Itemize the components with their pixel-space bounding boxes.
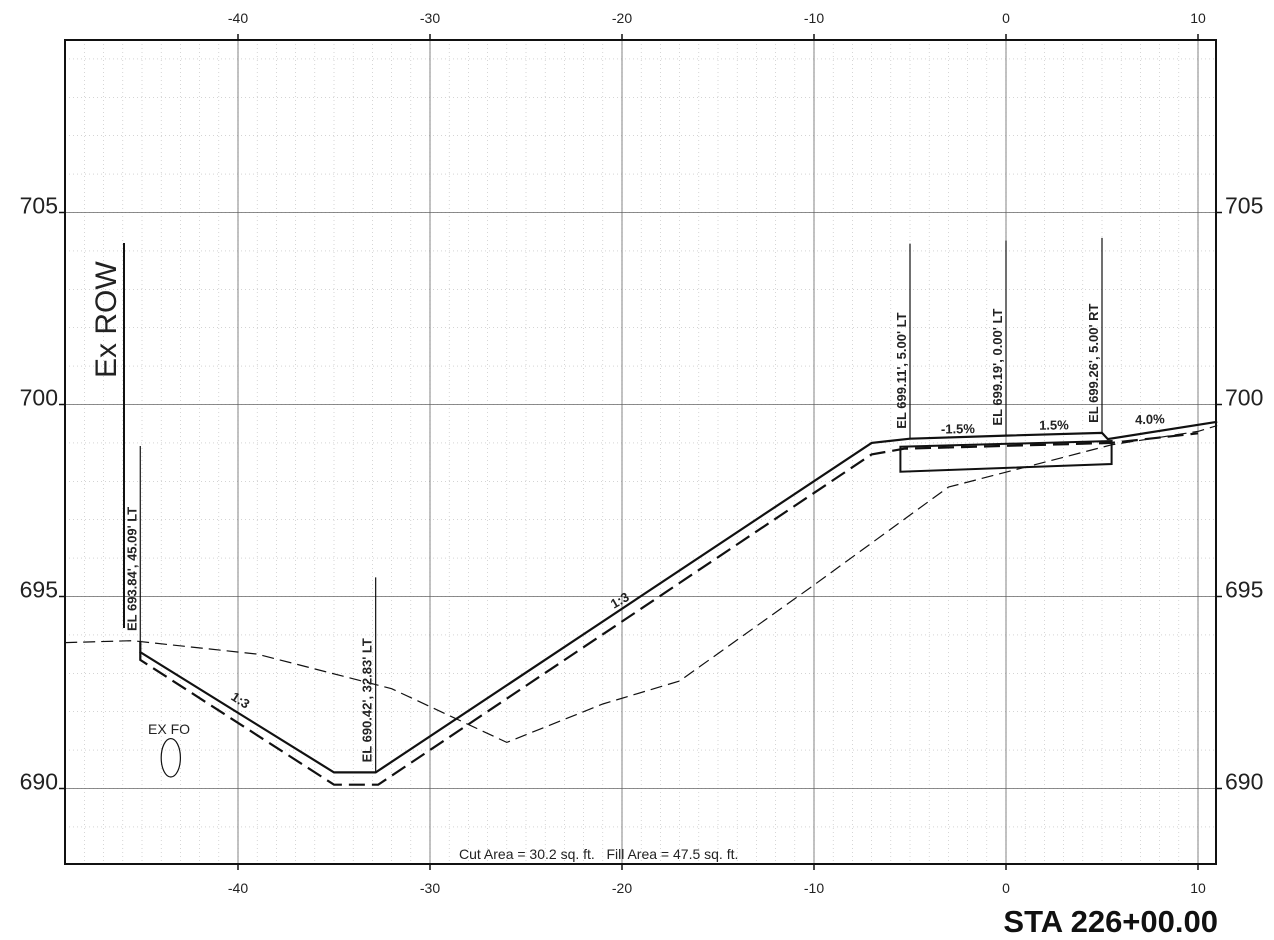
x-tick-label-top: 0: [1002, 10, 1010, 26]
x-tick-label-bottom: -20: [612, 880, 632, 896]
ex-fo-ellipse: [160, 737, 181, 778]
x-tick-label-top: -20: [612, 10, 632, 26]
x-tick-label-bottom: -10: [804, 880, 824, 896]
existing-ground-line: [65, 425, 1218, 744]
ex-row-label: Ex ROW: [90, 261, 123, 378]
elevation-callout: EL 699.11', 5.00' LT: [894, 312, 909, 428]
elevation-callout: EL 690.42', 32.83' LT: [360, 638, 375, 762]
x-tick-label-top: -10: [804, 10, 824, 26]
y-tick-label-left: 705: [20, 193, 58, 219]
slope-label: 1.5%: [1039, 417, 1069, 433]
slope-label: 4.0%: [1135, 411, 1166, 427]
y-tick-label-left: 695: [20, 577, 58, 603]
x-tick-label-bottom: -40: [228, 880, 248, 896]
x-tick-label-top: 10: [1190, 10, 1206, 26]
y-tick-label-right: 695: [1225, 577, 1263, 603]
y-tick-label-left: 700: [20, 385, 58, 411]
pavement-section-box: [899, 439, 1113, 473]
elevation-callout: EL 693.84', 45.09' LT: [124, 507, 139, 631]
slope-label: -1.5%: [941, 421, 976, 437]
x-tick-label-bottom: 10: [1190, 880, 1206, 896]
ex-fo-label: EX FO: [148, 721, 190, 737]
major-grid: [65, 40, 1216, 864]
y-tick-label-right: 700: [1225, 385, 1263, 411]
x-tick-label-top: -30: [420, 10, 440, 26]
y-tick-label-right: 690: [1225, 769, 1263, 795]
slope-label: 1:3: [608, 589, 632, 611]
proposed-finished-grade-line: [139, 420, 1218, 774]
elevation-callout: EL 699.26', 5.00' RT: [1086, 303, 1101, 422]
y-tick-label-right: 705: [1225, 193, 1263, 219]
callouts-layer: EL 693.84', 45.09' LT EL 690.42', 32.83' …: [123, 237, 1103, 773]
plot-frame: [64, 39, 1217, 865]
x-tick-label-bottom: -30: [420, 880, 440, 896]
area-note: Cut Area = 30.2 sq. ft. Fill Area = 47.5…: [459, 846, 738, 862]
axis-ticks-layer: -40 -40 -30 -30 -20 -20 -10 -10 0 0 10 10 690 690 695 6…: [20, 10, 1264, 896]
profiles-layer: [65, 420, 1218, 786]
x-tick-label-bottom: 0: [1002, 880, 1010, 896]
x-tick-label-top: -40: [228, 10, 248, 26]
y-tick-label-left: 690: [20, 769, 58, 795]
elevation-callout: EL 699.19', 0.00' LT: [990, 309, 1005, 426]
proposed-subgrade-line: [139, 432, 1199, 786]
station-label: STA 226+00.00: [1003, 904, 1218, 939]
